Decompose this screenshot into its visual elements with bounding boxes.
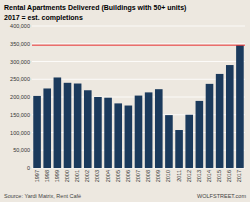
- bar: [84, 90, 92, 168]
- bar: [165, 115, 173, 168]
- subtitle: 2017 = est. completions: [4, 14, 83, 22]
- bar: [145, 92, 153, 168]
- x-tick-label: 2002: [84, 170, 90, 182]
- grid-line: [32, 43, 245, 44]
- x-tick-label: 2013: [196, 170, 202, 182]
- x-tick-label: 2016: [226, 170, 232, 182]
- y-tick-label: 400,000: [10, 23, 30, 29]
- reference-line: [32, 45, 245, 46]
- x-tick-label: 2005: [115, 170, 121, 182]
- x-tick-label: 2007: [135, 170, 141, 182]
- x-tick-label: 2000: [64, 170, 70, 182]
- bar: [74, 84, 82, 168]
- bar: [175, 130, 183, 168]
- bar: [125, 106, 133, 168]
- x-tick-label: 2012: [186, 170, 192, 182]
- bar: [64, 83, 72, 168]
- grid-line: [32, 61, 245, 62]
- grid-line: [32, 79, 245, 80]
- bar: [33, 96, 41, 168]
- x-tick-label: 2006: [125, 170, 131, 182]
- y-tick-label: 100,000: [10, 130, 30, 136]
- bar: [135, 96, 143, 168]
- bar: [236, 45, 244, 168]
- x-tick-label: 2017: [236, 170, 242, 182]
- background: [0, 0, 250, 202]
- bar: [94, 97, 102, 168]
- grid-line: [32, 26, 245, 27]
- x-tick-label: 2001: [74, 170, 80, 182]
- title: Rental Apartments Delivered (Buildings w…: [4, 4, 186, 12]
- bar: [226, 65, 234, 168]
- x-tick-label: 1997: [34, 170, 40, 182]
- bar: [185, 115, 193, 168]
- bar: [114, 103, 122, 168]
- y-tick-label: 300,000: [10, 59, 30, 65]
- x-tick-label: 2014: [206, 170, 212, 182]
- bar: [155, 89, 163, 168]
- y-tick-label: 250,000: [10, 76, 30, 82]
- bar: [196, 101, 204, 168]
- bar: [54, 77, 62, 168]
- plot-area: [32, 45, 245, 168]
- x-tick-label: 2003: [94, 170, 100, 182]
- y-tick-label: 200,000: [10, 94, 30, 100]
- y-tick-label: 0: [27, 165, 30, 171]
- source: Source: Yardi Matrix, Rent Café: [4, 193, 81, 199]
- watermark: WOLFSTREET.com: [197, 193, 246, 199]
- x-tick-label: 2011: [176, 170, 182, 182]
- y-tick-label: 50,000: [13, 147, 30, 153]
- bar: [206, 84, 214, 168]
- bar: [104, 98, 112, 168]
- x-tick-label: 2010: [165, 170, 171, 182]
- x-tick-label: 2004: [105, 170, 111, 182]
- chart: Rental Apartments Delivered (Buildings w…: [0, 0, 250, 202]
- x-tick-label: 2009: [155, 170, 161, 182]
- x-tick-label: 2008: [145, 170, 151, 182]
- bar: [216, 74, 224, 168]
- y-tick-label: 150,000: [10, 112, 30, 118]
- bar: [43, 88, 51, 168]
- y-tick-label: 350,000: [10, 41, 30, 47]
- x-tick-label: 1999: [54, 170, 60, 182]
- x-tick-label: 2015: [216, 170, 222, 182]
- x-tick-label: 1998: [44, 170, 50, 182]
